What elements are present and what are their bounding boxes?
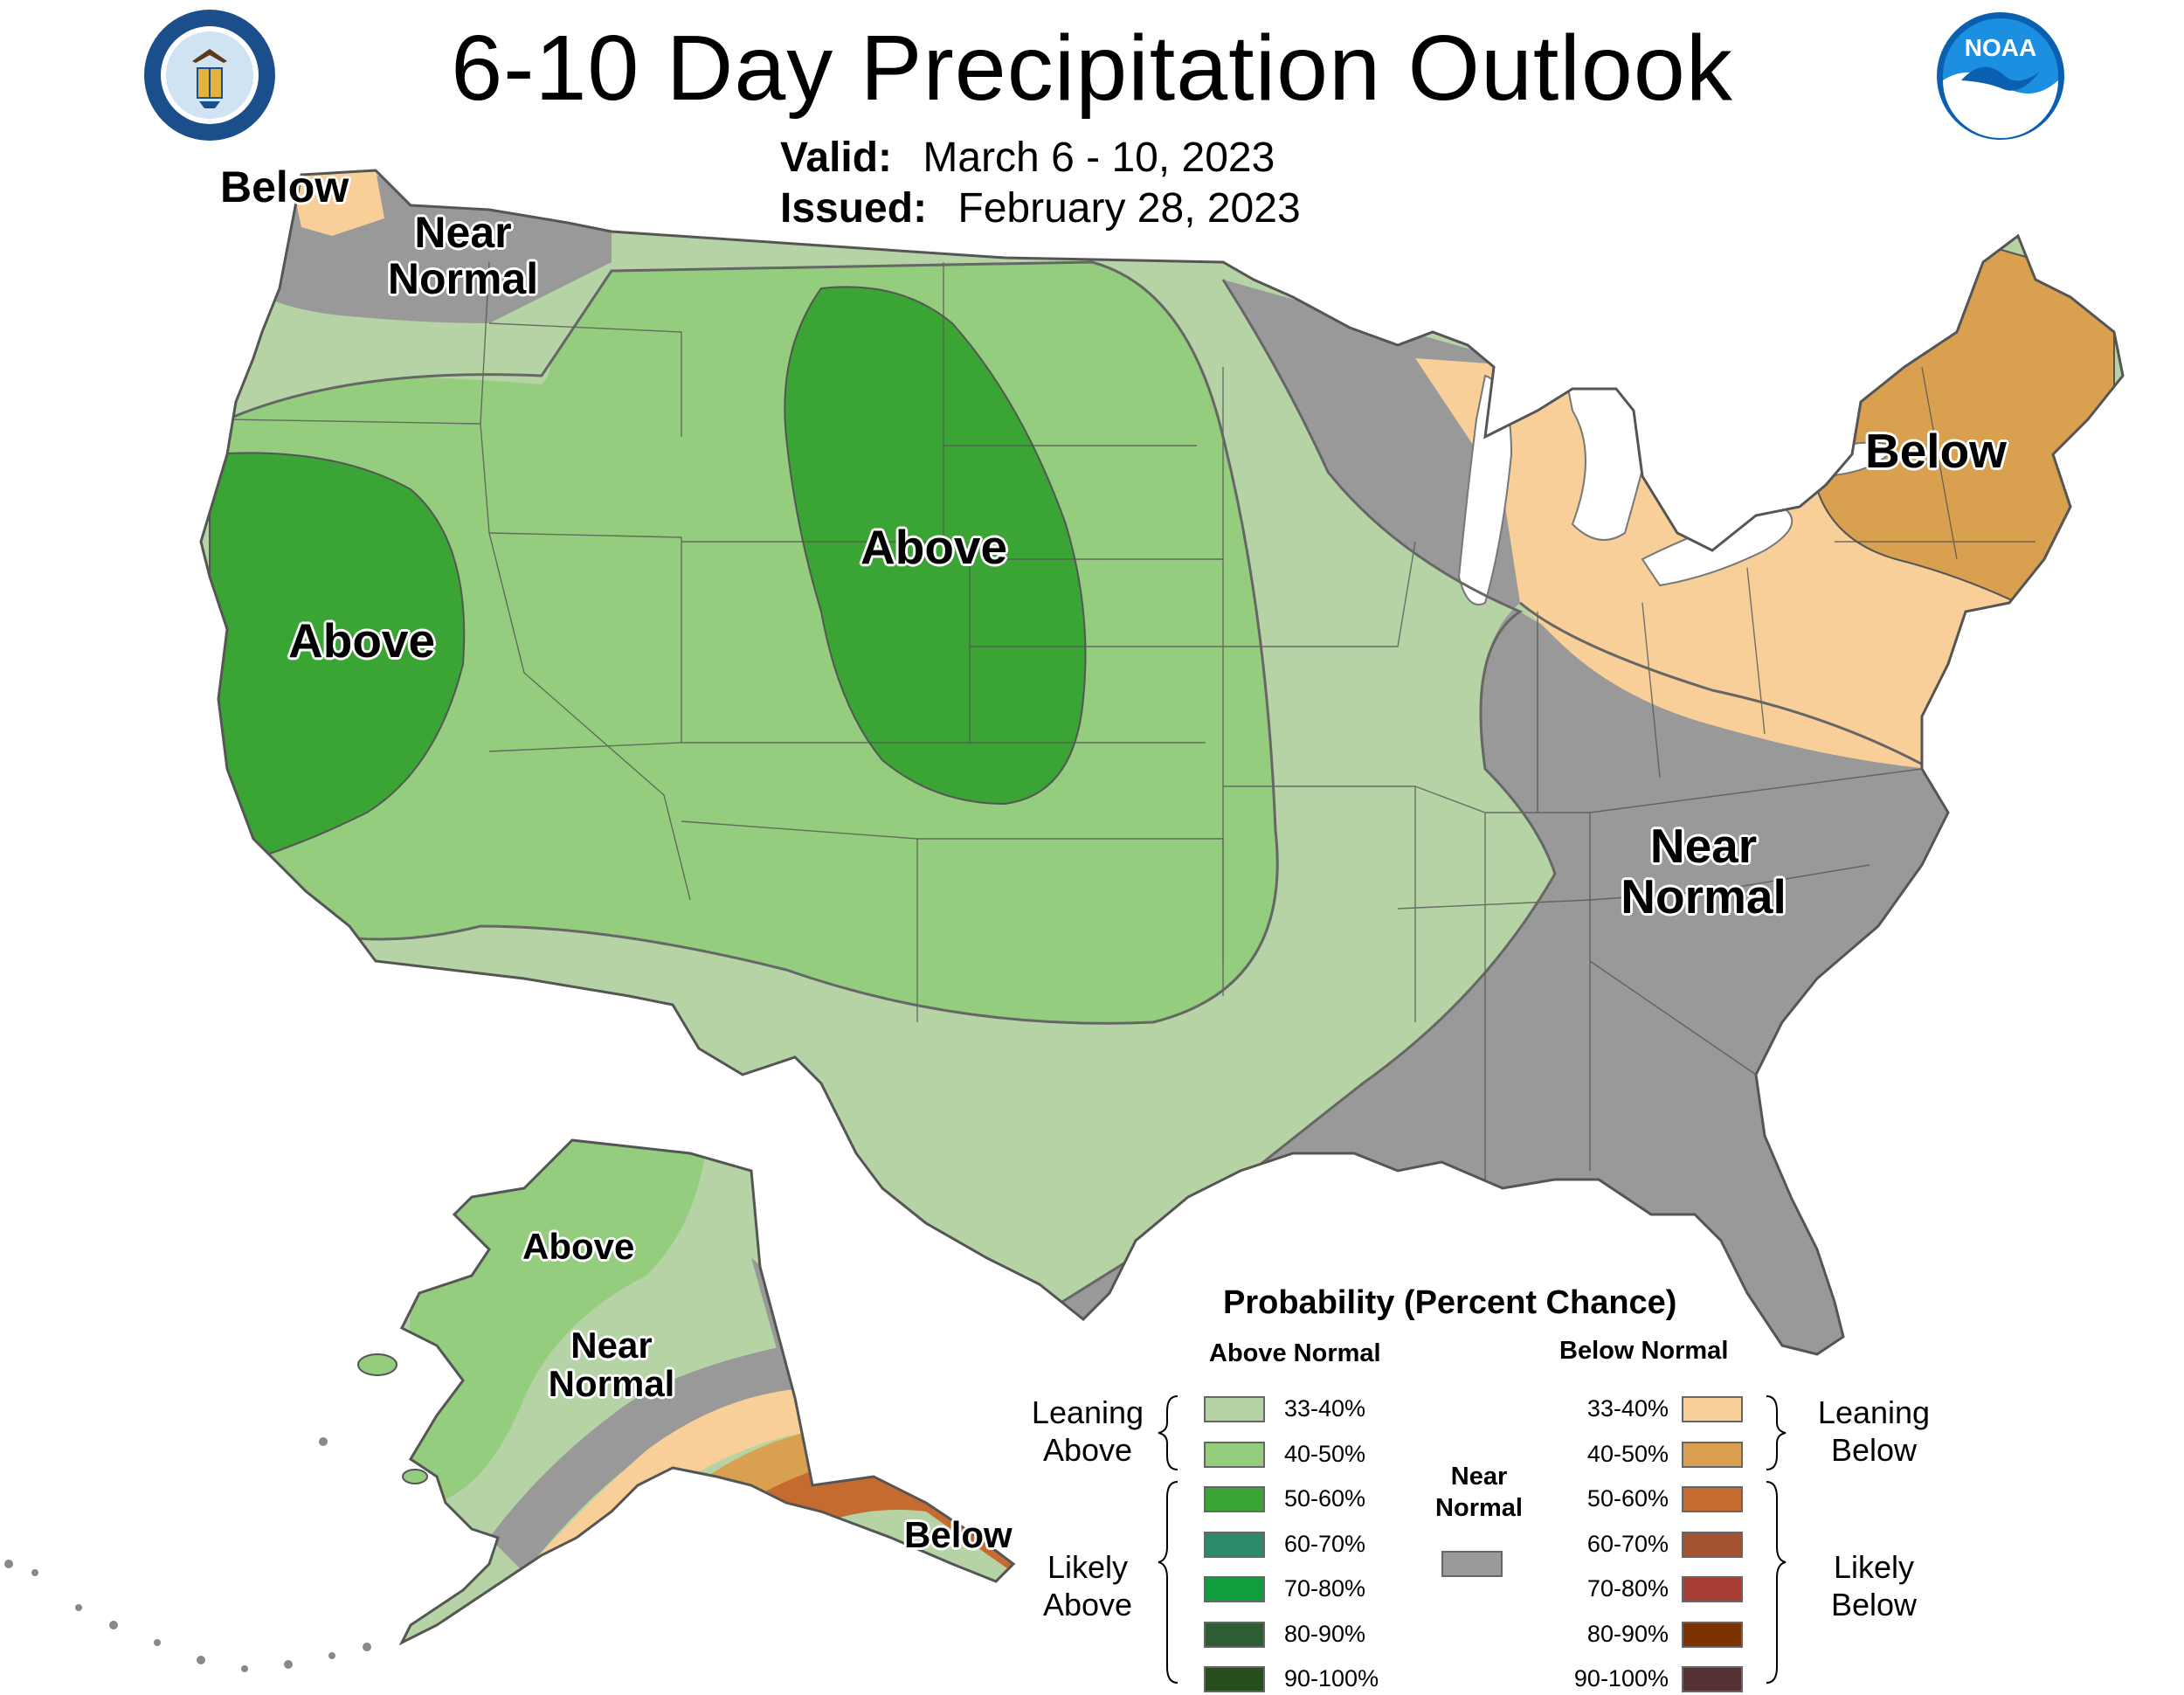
label-northeast-below: Below bbox=[1865, 424, 2007, 478]
legend-below-swatch bbox=[1682, 1531, 1743, 1558]
above-braces bbox=[1158, 1395, 1178, 1684]
label-pnw-near-normal: Near Normal bbox=[387, 208, 539, 303]
legend-above-label: 50-60% bbox=[1284, 1485, 1366, 1512]
noaa-text: NOAA bbox=[1965, 34, 2036, 61]
legend-above-label: 90-100% bbox=[1284, 1665, 1379, 1692]
label-plains-above: Above bbox=[860, 520, 1008, 574]
legend-likely-above: Likely Above bbox=[1042, 1549, 1133, 1623]
legend-below-label: 60-70% bbox=[1586, 1530, 1669, 1557]
legend-below-label: 40-50% bbox=[1586, 1440, 1669, 1467]
legend-likely-below: Likely Below bbox=[1830, 1549, 1918, 1623]
legend-below-swatch bbox=[1682, 1621, 1743, 1648]
label-alaska-near-normal: Near Normal bbox=[548, 1325, 675, 1405]
legend-leaning-above: Leaning Above bbox=[1031, 1394, 1144, 1469]
legend-below-swatch bbox=[1682, 1486, 1743, 1512]
below-braces bbox=[1766, 1395, 1787, 1684]
label-southeast-near-normal: Near Normal bbox=[1621, 819, 1787, 924]
legend-above-swatch bbox=[1204, 1621, 1265, 1648]
legend-below-label: 70-80% bbox=[1586, 1575, 1669, 1602]
legend-leaning-below: Leaning Below bbox=[1817, 1394, 1931, 1469]
legend-below-swatch bbox=[1682, 1441, 1743, 1468]
issued-label: Issued: bbox=[780, 185, 928, 232]
legend-above-header: Above Normal bbox=[1209, 1339, 1381, 1367]
label-pnw-below: Below bbox=[220, 163, 349, 211]
label-alaska-above: Above bbox=[522, 1226, 635, 1267]
legend-near-swatch bbox=[1441, 1551, 1503, 1577]
valid-line: Valid: March 6 - 10, 2023 bbox=[780, 134, 1275, 182]
legend-above-label: 33-40% bbox=[1284, 1395, 1366, 1422]
label-alaska-below: Below bbox=[904, 1514, 1013, 1555]
legend-below-header: Below Normal bbox=[1559, 1337, 1729, 1365]
legend-above-label: 60-70% bbox=[1284, 1530, 1366, 1557]
legend-below-swatch bbox=[1682, 1396, 1743, 1422]
legend-above-swatch bbox=[1204, 1531, 1265, 1558]
department-of-commerce-seal-icon bbox=[144, 10, 275, 141]
legend-above-label: 70-80% bbox=[1284, 1575, 1366, 1602]
issued-value: February 28, 2023 bbox=[957, 185, 1301, 232]
label-california-above: Above bbox=[288, 613, 436, 668]
legend-above-swatch bbox=[1204, 1396, 1265, 1422]
legend-below-label: 50-60% bbox=[1586, 1485, 1669, 1512]
legend-below-label: 80-90% bbox=[1586, 1620, 1669, 1647]
valid-label: Valid: bbox=[780, 135, 893, 181]
legend-below-swatch bbox=[1682, 1576, 1743, 1602]
legend-above-label: 80-90% bbox=[1284, 1620, 1366, 1647]
legend-above-swatch bbox=[1204, 1576, 1265, 1602]
issued-line: Issued: February 28, 2023 bbox=[780, 184, 1301, 232]
legend-below-label: 90-100% bbox=[1573, 1665, 1669, 1692]
legend-above-swatch bbox=[1204, 1666, 1265, 1692]
legend-above-label: 40-50% bbox=[1284, 1440, 1366, 1467]
legend-below-label: 33-40% bbox=[1586, 1395, 1669, 1422]
legend-below-swatch bbox=[1682, 1666, 1743, 1692]
noaa-logo-icon: NOAA bbox=[1937, 12, 2064, 140]
legend-near-header: Near Normal bbox=[1435, 1463, 1523, 1523]
valid-value: March 6 - 10, 2023 bbox=[923, 135, 1275, 181]
legend-above-swatch bbox=[1204, 1486, 1265, 1512]
page-title: 6-10 Day Precipitation Outlook bbox=[451, 17, 1733, 120]
legend-title: Probability (Percent Chance) bbox=[1223, 1284, 1677, 1321]
legend-above-swatch bbox=[1204, 1441, 1265, 1468]
